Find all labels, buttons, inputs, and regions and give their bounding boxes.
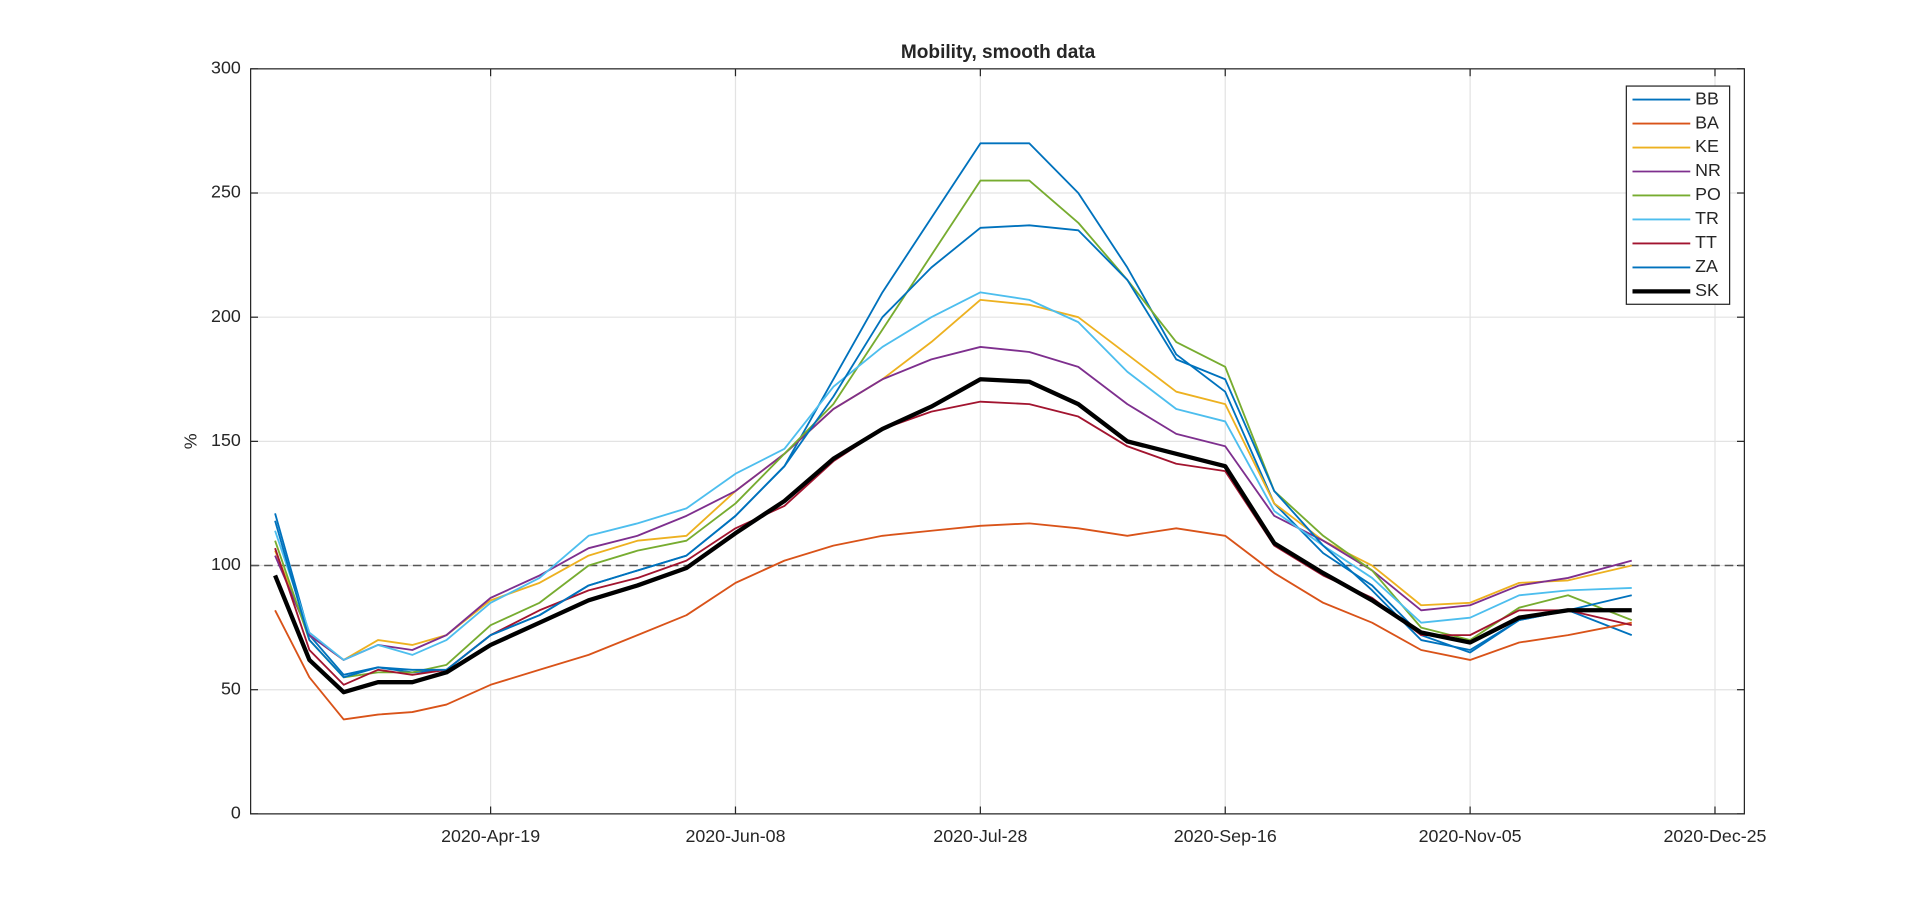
axes-box [250, 68, 1745, 815]
legend-label: TT [1695, 232, 1717, 252]
legend-label: NR [1695, 160, 1721, 180]
series-line [274, 522, 1632, 721]
x-tick-label: 2020-Dec-25 [1663, 826, 1766, 846]
legend-label: KE [1695, 136, 1719, 156]
series-line [273, 377, 1632, 695]
legend-label: PO [1695, 184, 1721, 204]
x-tick-label: 2020-Sep-16 [1174, 826, 1277, 846]
y-tick-label: 200 [211, 306, 241, 326]
legend-label: TR [1695, 208, 1719, 228]
x-tick-label: 2020-Jun-08 [685, 826, 785, 846]
y-tick-label: 250 [211, 182, 241, 202]
series-line [274, 291, 1632, 661]
legend: BB BA KE NR PO TR TT ZA SK [1625, 85, 1731, 305]
x-tick-label: 2020-Apr-19 [441, 826, 540, 846]
x-tick-label: 2020-Jul-28 [933, 826, 1027, 846]
y-tick-label: 150 [211, 430, 241, 450]
chart-title: Mobility, smooth data [901, 42, 1096, 63]
y-tick-label: 0 [231, 803, 241, 823]
y-tick-label: 100 [211, 554, 241, 574]
x-tick-label: 2020-Nov-05 [1419, 826, 1522, 846]
y-axis-label: % [180, 433, 200, 449]
y-tick-label: 300 [211, 58, 241, 78]
legend-label: BA [1695, 112, 1719, 132]
legend-label: BB [1695, 88, 1719, 108]
y-tick-label: 50 [221, 678, 241, 698]
legend-label: ZA [1695, 256, 1718, 276]
series-line [274, 346, 1632, 661]
legend-label: SK [1695, 280, 1719, 300]
series-line [274, 224, 1632, 679]
